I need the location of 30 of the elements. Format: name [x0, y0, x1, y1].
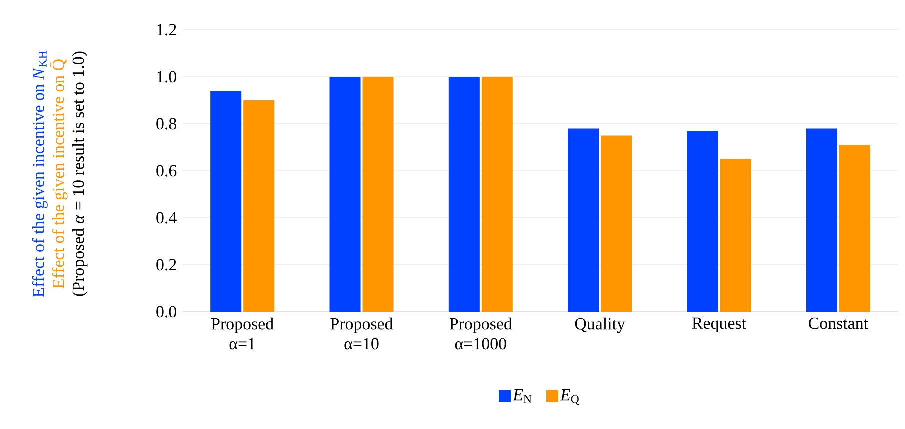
bar — [839, 145, 870, 312]
y-tick-label: 0.4 — [156, 212, 177, 224]
y-tick-label: 0.8 — [156, 118, 177, 130]
x-tick-label: Constant — [808, 318, 868, 330]
legend-label: E$_{N}$ — [512, 390, 532, 404]
bar — [448, 76, 480, 312]
x-tick-label: Quality — [575, 318, 626, 334]
y-tick-label: 0.0 — [156, 306, 177, 318]
bar — [362, 76, 394, 312]
legend-label: E$_{Q}$ — [560, 390, 580, 406]
y-tick-label: 1.2 — [157, 24, 176, 36]
y-tick-label: 0.2 — [156, 259, 176, 271]
bar — [244, 100, 275, 312]
bar — [330, 76, 361, 312]
y-axis-title: (Proposed α = 10 result is set to 1.0) — [72, 52, 88, 296]
x-tick-label: Proposed α=10 — [330, 318, 394, 350]
text: Effect of the given incentive on N$_{KH}$ — [32, 51, 48, 298]
bar — [210, 91, 242, 312]
x-tick-label: Request — [692, 318, 746, 333]
text: Effect of the given incentive on Q̄ — [50, 59, 68, 289]
y-tick-label: 1.0 — [157, 71, 177, 83]
bar — [720, 159, 752, 312]
bar — [601, 136, 632, 312]
y-tick-label: 0.6 — [156, 165, 177, 177]
bar — [687, 131, 718, 312]
x-tick-label: Proposed α=1 — [212, 318, 274, 350]
x-tick-label: Proposed α=1000 — [450, 318, 512, 350]
bar — [806, 128, 838, 312]
bar — [568, 128, 600, 312]
bar — [482, 76, 513, 312]
